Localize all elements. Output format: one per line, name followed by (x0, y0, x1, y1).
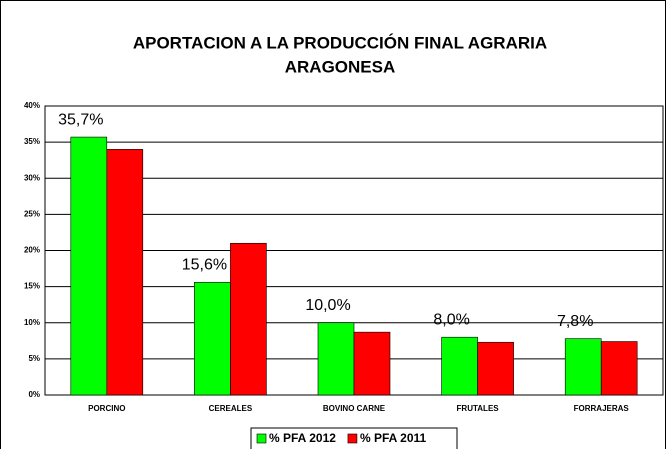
x-tick-label: FORRAJERAS (574, 404, 630, 413)
legend-swatch (347, 433, 358, 444)
bar (317, 322, 355, 396)
bar (70, 136, 108, 396)
data-label: 15,6% (182, 257, 227, 274)
y-tick-label: 10% (24, 318, 40, 327)
chart-title: ARAGONESA (285, 57, 396, 76)
bar (441, 336, 478, 396)
data-label: 7,8% (557, 313, 593, 330)
y-tick-label: 35% (24, 137, 40, 146)
bar (194, 281, 231, 396)
legend-label: % PFA 2012 (269, 431, 336, 445)
chart-title: APORTACION A LA PRODUCCIÓN FINAL AGRARIA (133, 33, 547, 52)
y-tick-label: 20% (24, 246, 40, 255)
bar (477, 341, 514, 396)
x-tick-label: FRUTALES (457, 404, 500, 413)
x-tick-label: CEREALES (209, 404, 253, 413)
x-tick-label: PORCINO (88, 404, 125, 413)
y-tick-label: 5% (28, 354, 40, 363)
y-tick-label: 15% (24, 282, 40, 291)
y-tick-label: 40% (24, 101, 40, 110)
legend-swatch (256, 433, 267, 444)
bar (600, 341, 638, 396)
legend-label: % PFA 2011 (360, 431, 427, 445)
data-label: 8,0% (433, 311, 469, 328)
bar (353, 331, 391, 396)
data-label: 35,7% (58, 111, 103, 128)
bar (230, 242, 267, 396)
x-tick-label: BOVINO CARNE (323, 404, 386, 413)
y-tick-label: 30% (24, 173, 40, 182)
bar (564, 338, 602, 396)
bar (106, 149, 144, 396)
y-tick-label: 0% (28, 390, 40, 399)
y-tick-label: 25% (24, 209, 40, 218)
data-label: 10,0% (305, 297, 350, 314)
